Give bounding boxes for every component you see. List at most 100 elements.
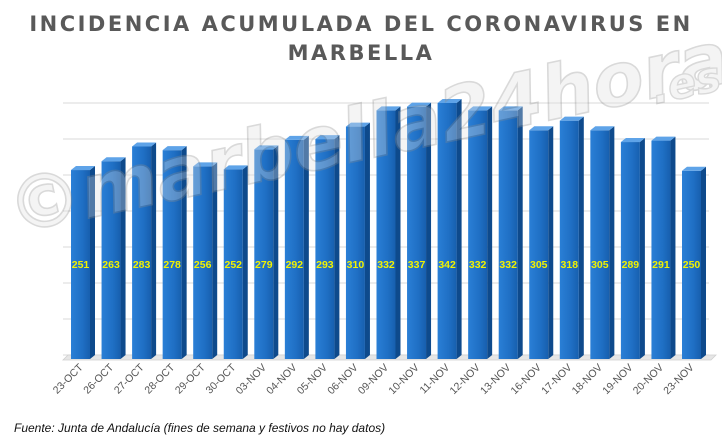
bar-front [682,170,701,359]
x-tick-label: 20-NOV [631,362,666,397]
bar-top [345,122,370,127]
bar-front [529,130,549,359]
bar [559,116,584,360]
value-label: 250 [683,259,701,271]
bar-side [90,166,95,359]
bar-front [590,130,610,359]
bar-front [498,110,518,359]
x-tick-label: 10-NOV [386,362,421,397]
bar [468,106,493,359]
bar [254,145,279,359]
value-label: 252 [224,259,242,271]
bar [315,135,340,359]
value-label: 279 [255,259,273,271]
chart-title: INCIDENCIA ACUMULADA DEL CORONAVIRUS EN … [0,10,722,68]
value-label: 337 [408,259,426,271]
x-tick-label: 23-OCT [51,361,86,396]
x-tick-label: 28-OCT [142,361,177,396]
x-tick-label: 13-NOV [478,362,513,397]
x-tick-label: 05-NOV [295,362,330,397]
x-tick-label: 17-NOV [539,362,574,397]
value-label: 332 [469,259,487,271]
bar-top [376,106,401,111]
bar [376,106,401,359]
value-label: 293 [316,259,334,271]
bar-top [407,102,432,107]
bar-side [273,145,279,359]
bar-top [71,166,95,171]
bar-front [284,139,304,359]
value-label: 310 [347,259,365,271]
bar [498,106,523,359]
value-label: 289 [622,259,640,271]
bar [162,146,187,359]
x-tick-label: 06-NOV [325,362,360,397]
bar-side [639,138,645,359]
bar-front [132,146,152,359]
chart-title-line-2: MARBELLA [287,41,435,65]
x-tick-label: 12-NOV [447,362,482,397]
bar [407,102,432,360]
bar-top [529,126,554,131]
bar-side [120,157,126,359]
bar [132,142,157,359]
x-axis-tick-labels: 23-OCT26-OCT27-OCT28-OCT29-OCT30-OCT03-N… [51,361,697,397]
x-tick-label: 03-NOV [234,362,269,397]
bar-front [651,140,671,359]
bar-side [578,116,584,360]
bar-top [193,162,218,167]
watermark-suffix: .es [647,51,722,113]
bar-side [609,126,615,360]
value-label: 332 [377,259,395,271]
bar-side [701,166,706,359]
value-label: 305 [530,259,548,271]
bar [529,126,554,360]
bar-front [101,161,121,359]
value-label: 283 [133,259,151,271]
x-tick-label: 19-NOV [600,362,635,397]
bar-side [517,106,523,359]
bar-top [254,145,279,150]
bar-side [670,136,676,359]
x-tick-label: 11-NOV [417,362,452,397]
x-tick-label: 27-OCT [112,361,147,396]
bar-front [468,110,488,359]
bar-top [620,138,645,143]
bar-front [71,170,90,359]
bar-top [468,106,493,111]
bar-side [364,122,370,359]
x-tick-label: 04-NOV [264,362,299,397]
bar [590,126,615,360]
bar-side [548,126,554,360]
bar-front [407,106,427,360]
value-label: 263 [102,259,120,271]
bar-front [193,166,213,359]
value-label: 305 [591,259,609,271]
bar-front [376,110,396,359]
bar [651,136,676,359]
bar-front [223,169,243,359]
value-label: 251 [72,259,90,271]
bar-front [345,126,365,359]
value-label: 278 [163,259,181,271]
bar-front [162,150,182,359]
bar [284,135,309,359]
bar-side [242,165,248,359]
x-tick-label: 23-NOV [661,362,696,397]
bar [682,166,706,359]
bar-top [284,135,309,140]
bar-top [162,146,187,151]
bar [620,138,645,359]
bar-top [590,126,615,131]
value-label: 292 [286,259,304,271]
x-tick-label: 09-NOV [356,362,391,397]
value-label: 318 [561,259,579,271]
x-tick-label: 18-NOV [570,362,605,397]
bar-front [254,149,274,359]
bar-side [303,135,309,359]
bar-side [456,99,462,359]
x-tick-label: 29-OCT [173,361,208,396]
bar [345,122,370,359]
bar-front [620,142,640,359]
